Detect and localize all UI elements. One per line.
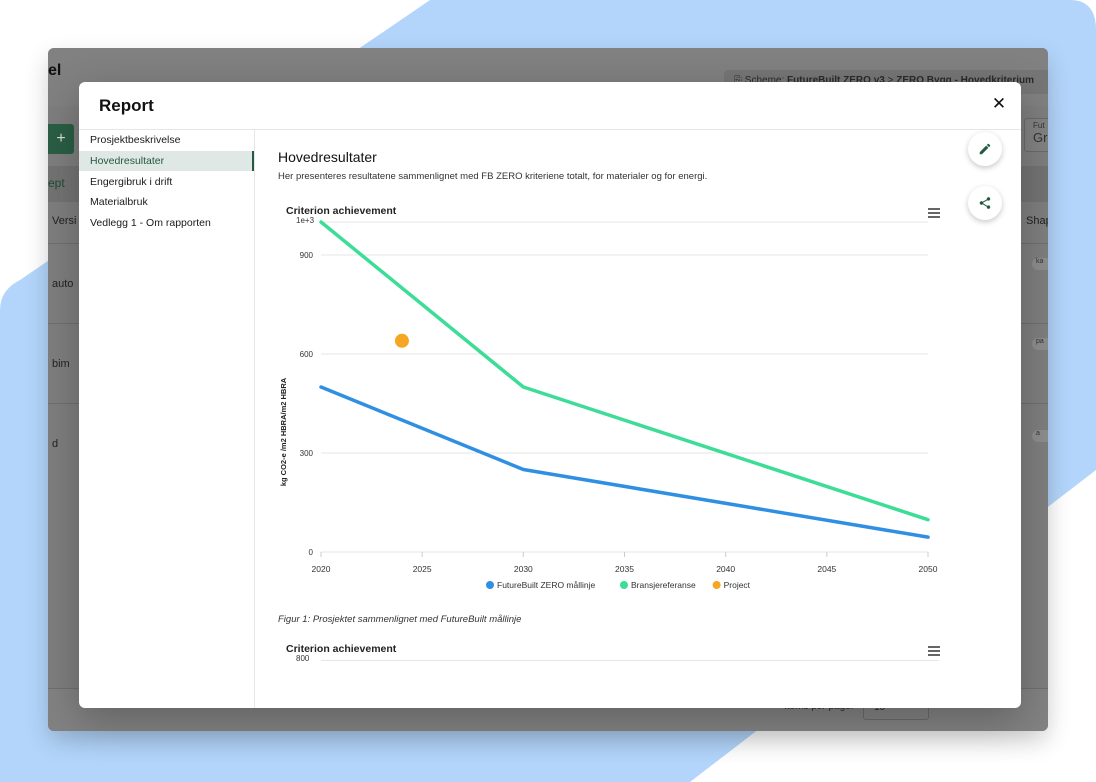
share-icon [979, 197, 991, 209]
chart-series [319, 220, 930, 539]
report-modal: Report ✕ Prosjektbeskrivelse Hovedresult… [79, 82, 1021, 708]
chart-menu-icon[interactable] [928, 208, 940, 218]
x-tick-label: 2030 [514, 564, 533, 574]
nav-item-materialbruk[interactable]: Materialbruk [90, 196, 148, 208]
row-label: d [52, 438, 59, 450]
project-point [394, 333, 409, 348]
row-label: auto [52, 278, 74, 290]
chart-title: Criterion achievement [286, 205, 397, 217]
series-line [319, 385, 930, 539]
section-title: Hovedresultater [278, 149, 377, 165]
chip: pa [1032, 338, 1048, 350]
app-title: el [48, 62, 62, 79]
x-tick-label: 2045 [817, 564, 836, 574]
chart-menu-icon-2[interactable] [928, 646, 940, 656]
close-icon[interactable]: ✕ [991, 94, 1007, 113]
scheme-icon: ⎘ [734, 75, 745, 86]
app-tab[interactable]: ept [48, 176, 65, 190]
x-tick-label: 2040 [716, 564, 735, 574]
legend-marker [712, 581, 721, 589]
series-line [319, 220, 930, 522]
legend-label: Bransjereferanse [631, 580, 696, 590]
y-exponent-label: 1e+3 [296, 216, 315, 225]
chip: ka [1032, 258, 1048, 270]
chart-title-2: Criterion achievement [286, 643, 397, 655]
chart2-gridline [321, 660, 939, 661]
report-nav: Prosjektbeskrivelse Hovedresultater Enge… [79, 130, 255, 708]
y-axis-label: kg CO2-e /m2 HBRA/m2 HBRA [279, 377, 288, 486]
legend-label: Project [724, 580, 751, 590]
modal-title: Report [99, 96, 154, 115]
fut-value: Gr [1033, 130, 1048, 145]
y-tick-label: 600 [300, 350, 314, 359]
breadcrumb-separator: > [887, 75, 894, 86]
x-tick-label: 2020 [312, 564, 331, 574]
x-tick-label: 2035 [615, 564, 634, 574]
x-tick-labels: 2020 2025 2030 2035 2040 2045 2050 [312, 564, 938, 574]
y-tick-labels: 0 300 600 900 [300, 251, 314, 557]
row-label: bim [52, 358, 70, 370]
nav-item-vedlegg[interactable]: Vedlegg 1 - Om rapporten [90, 217, 211, 229]
share-button[interactable] [968, 186, 1002, 220]
pencil-icon [979, 143, 991, 155]
fut-select[interactable]: Fut Gr [1024, 118, 1048, 152]
column-version: Versi [52, 215, 77, 227]
add-button[interactable]: + [48, 124, 74, 154]
y-tick-label: 900 [300, 251, 314, 260]
x-tick-label: 2050 [919, 564, 938, 574]
breadcrumb-criterion[interactable]: ZERO Bygg - Hovedkriterium [896, 75, 1035, 86]
column-shape: Shap [1026, 215, 1048, 227]
edit-button[interactable] [968, 132, 1002, 166]
x-tick-label: 2025 [413, 564, 432, 574]
y-tick-label: 0 [309, 548, 314, 557]
y-tick-label: 300 [300, 449, 314, 458]
chart-legend: FutureBuilt ZERO mållinje Bransjereferans… [486, 580, 751, 590]
breadcrumb-scheme[interactable]: FutureBuilt ZERO v3 [787, 75, 885, 86]
modal-divider [79, 129, 1021, 130]
legend-marker [486, 581, 494, 589]
nav-item-hovedresultater[interactable]: Hovedresultater [79, 151, 254, 171]
nav-item-engergibruk[interactable]: Engergibruk i drift [90, 176, 173, 188]
chart2-y-tick: 800 [296, 654, 310, 663]
figure-caption: Figur 1: Prosjektet sammenlignet med Fut… [278, 614, 522, 625]
chip: a [1032, 430, 1048, 442]
breadcrumb-scheme-label: Scheme: [744, 75, 785, 86]
nav-item-prosjektbeskrivelse[interactable]: Prosjektbeskrivelse [90, 134, 181, 146]
section-description: Her presenteres resultatene sammenlignet… [278, 171, 708, 182]
legend-label: FutureBuilt ZERO mållinje [497, 580, 596, 590]
chart-grid [320, 221, 929, 557]
legend-marker [620, 581, 628, 589]
fut-label: Fut [1033, 121, 1045, 130]
